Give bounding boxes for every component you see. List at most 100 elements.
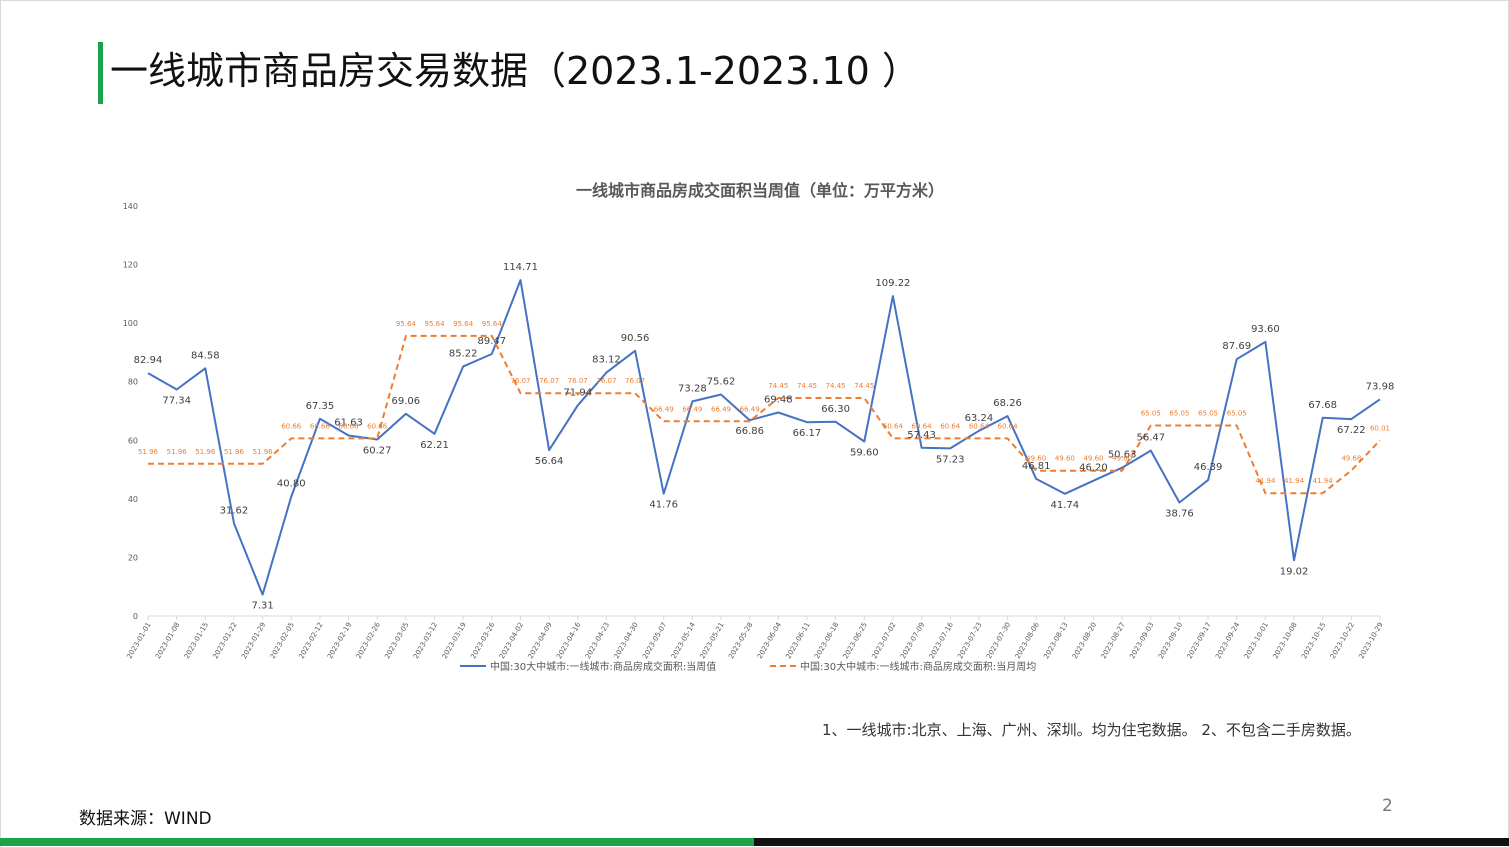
data-label-s0-32: 41.74 [1051,500,1080,511]
data-label-s1-43: 60.01 [1370,424,1390,432]
y-tick-label-3: 60 [128,436,138,445]
data-label-s1-3: 51.96 [224,448,245,456]
data-label-s1-38: 65.05 [1227,409,1247,417]
x-tick-label-42: 2023-10-22 [1329,621,1356,660]
title-accent-bar [98,42,103,104]
x-tick-label-11: 2023-03-19 [441,621,468,660]
data-label-s1-25: 74.45 [854,382,874,390]
data-label-s1-6: 60.66 [310,422,331,430]
data-label-s1-16: 76.07 [596,377,616,385]
data-label-s1-4: 51.96 [253,448,274,456]
x-tick-label-1: 2023-01-08 [154,621,181,660]
data-label-s0-26: 109.22 [875,278,910,289]
data-label-s0-36: 38.76 [1165,508,1194,519]
data-label-s0-10: 62.21 [420,440,449,451]
x-tick-label-0: 2023-01-01 [125,621,152,660]
x-tick-label-40: 2023-10-08 [1272,621,1299,660]
data-label-s1-9: 95.64 [396,320,417,328]
legend-label-0: 中国:30大中城市:一线城市:商品房成交面积:当周值 [490,660,716,673]
data-label-s0-9: 69.06 [392,396,421,407]
x-tick-label-22: 2023-06-04 [756,621,784,661]
data-label-s1-29: 60.64 [969,422,990,430]
x-tick-label-16: 2023-04-23 [584,621,611,660]
y-tick-label-2: 40 [128,495,138,504]
data-label-s0-39: 93.60 [1251,324,1280,335]
x-tick-label-17: 2023-04-30 [613,621,640,660]
data-label-s1-15: 76.07 [568,377,588,385]
data-label-s1-22: 74.45 [768,382,788,390]
x-tick-label-39: 2023-10-01 [1243,621,1270,660]
data-label-s0-1: 77.34 [162,396,191,407]
data-label-s0-0: 82.94 [134,355,163,366]
data-label-s0-42: 67.22 [1337,425,1366,436]
page-number: 2 [1382,796,1393,816]
data-label-s0-31: 46.81 [1022,461,1051,472]
data-label-s1-26: 60.64 [883,422,904,430]
bottom-bar-black [754,838,1509,846]
data-label-s0-15: 71.94 [563,387,592,398]
x-tick-label-6: 2023-02-12 [297,621,324,660]
y-tick-label-6: 120 [123,261,138,270]
data-label-s0-13: 114.71 [503,262,538,273]
x-tick-label-41: 2023-10-15 [1300,621,1327,660]
x-tick-label-5: 2023-02-05 [269,621,296,660]
data-label-s0-37: 46.39 [1194,462,1223,473]
data-label-s1-12: 95.64 [482,320,503,328]
x-tick-label-7: 2023-02-19 [326,621,353,660]
y-tick-label-1: 20 [128,553,138,562]
x-tick-label-10: 2023-03-12 [412,621,439,660]
data-label-s0-28: 57.23 [936,454,965,465]
data-label-s0-38: 87.69 [1222,341,1251,352]
data-label-s1-34: 49.60 [1112,455,1132,463]
data-label-s0-18: 41.76 [649,500,678,511]
data-label-s0-8: 60.27 [363,445,392,456]
x-tick-label-32: 2023-08-13 [1042,621,1069,660]
data-label-s0-7: 61.63 [334,418,363,429]
data-label-s1-20: 66.49 [711,405,731,413]
data-label-s0-11: 85.22 [449,348,478,359]
data-label-s0-33: 46.20 [1079,463,1108,474]
x-tick-label-38: 2023-09-24 [1214,621,1242,661]
data-label-s1-7: 60.66 [339,422,360,430]
data-label-s1-17: 76.07 [625,377,645,385]
page-title: 一线城市商品房交易数据（2023.1-2023.10 ） [110,49,920,93]
x-tick-label-2: 2023-01-15 [183,621,210,660]
chart-title: 一线城市商品房成交面积当周值（单位：万平方米） [575,181,944,200]
data-label-s0-20: 75.62 [707,377,736,388]
data-label-s0-29: 63.24 [965,413,994,424]
data-label-s0-23: 66.17 [793,428,822,439]
x-tick-label-4: 2023-01-29 [240,621,267,660]
x-tick-label-15: 2023-04-16 [555,621,583,661]
data-label-s0-12: 89.47 [477,336,506,347]
chart-container: 一线城市商品房成交面积当周值（单位：万平方米） 0 20 40 60 80 100 120 1… [110,165,1410,685]
data-label-s1-11: 95.64 [453,320,474,328]
data-label-s1-8: 60.66 [367,422,388,430]
data-label-s0-43: 73.98 [1366,381,1395,392]
y-tick-label-0: 0 [133,612,138,621]
data-label-s0-24: 66.30 [821,404,850,415]
x-tick-label-12: 2023-03-26 [469,621,497,661]
data-label-s0-30: 68.26 [993,398,1022,409]
x-tick-label-19: 2023-05-14 [670,621,698,661]
data-label-s1-30: 60.64 [998,422,1019,430]
data-label-s1-27: 60.64 [912,422,933,430]
x-tick-label-3: 2023-01-22 [211,621,238,660]
data-label-s1-1: 51.96 [167,448,188,456]
x-tick-label-33: 2023-08-20 [1071,621,1098,660]
series-line-0 [147,279,1381,596]
x-tick-label-9: 2023-03-05 [383,621,410,660]
data-label-s1-32: 49.60 [1055,455,1075,463]
x-tick-label-24: 2023-06-18 [813,621,840,660]
x-tick-label-27: 2023-07-09 [899,621,926,660]
data-label-s1-36: 65.05 [1169,409,1189,417]
data-label-s0-41: 67.68 [1308,400,1337,411]
data-label-s1-5: 60.66 [281,422,302,430]
x-tick-label-18: 2023-05-07 [641,621,668,660]
data-label-s0-16: 83.12 [592,355,621,366]
data-label-s1-41: 41.94 [1313,477,1334,485]
data-label-s1-14: 76.07 [539,377,559,385]
data-label-s0-25: 59.60 [850,447,879,458]
x-tick-label-37: 2023-09-17 [1186,621,1213,660]
data-label-s0-21: 66.86 [735,426,764,437]
